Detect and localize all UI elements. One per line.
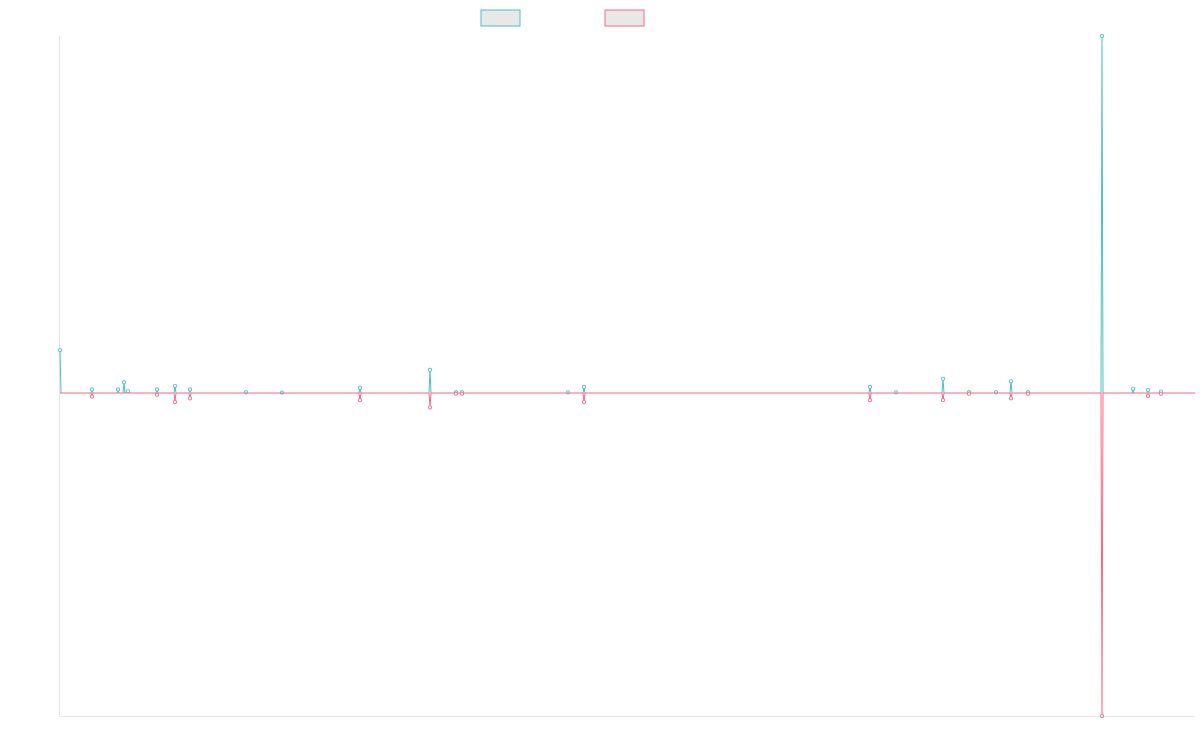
series-1-point-5[interactable] (154, 387, 159, 392)
legend-swatch-series-2[interactable] (604, 9, 645, 27)
series-2-point-14[interactable] (1100, 714, 1105, 719)
series-2-point-5[interactable] (427, 405, 432, 410)
series-1-point-25[interactable] (1146, 388, 1151, 393)
series-1-point-4[interactable] (126, 389, 131, 394)
series-1-point-6[interactable] (172, 383, 177, 388)
series-2-point-0[interactable] (90, 394, 95, 399)
series-1-point-23[interactable] (1100, 34, 1105, 39)
series-2-point-13[interactable] (1026, 391, 1031, 396)
series-2-point-12[interactable] (1009, 396, 1014, 401)
series-2-point-8[interactable] (582, 399, 587, 404)
series-1-point-7[interactable] (187, 387, 192, 392)
series-2-point-15[interactable] (1146, 393, 1151, 398)
series-2-point-7[interactable] (459, 391, 464, 396)
series-1-point-3[interactable] (122, 380, 127, 385)
series-layer (58, 34, 1195, 719)
series-line-1[interactable] (59, 35, 1195, 394)
series-2-point-4[interactable] (357, 398, 362, 403)
series-line-2[interactable] (60, 392, 1195, 717)
series-1-point-21[interactable] (1009, 379, 1014, 384)
legend-swatch-series-1[interactable] (480, 9, 521, 27)
series-1-point-15[interactable] (582, 384, 587, 389)
series-1-point-10[interactable] (357, 385, 362, 390)
series-1-point-11[interactable] (427, 367, 432, 372)
series-1-point-1[interactable] (90, 387, 95, 392)
series-2-point-10[interactable] (941, 398, 946, 403)
series-1-point-18[interactable] (941, 376, 946, 381)
series-1-point-0[interactable] (58, 348, 63, 353)
series-2-point-11[interactable] (967, 391, 972, 396)
series-2-point-1[interactable] (154, 392, 159, 397)
series-2-point-16[interactable] (1159, 391, 1164, 396)
series-2-point-2[interactable] (172, 399, 177, 404)
series-1-point-16[interactable] (868, 384, 873, 389)
series-2-point-6[interactable] (453, 391, 458, 396)
series-1-point-2[interactable] (116, 387, 121, 392)
series-2-point-9[interactable] (868, 398, 873, 403)
series-1-point-24[interactable] (1131, 386, 1136, 391)
series-2-point-3[interactable] (187, 396, 192, 401)
